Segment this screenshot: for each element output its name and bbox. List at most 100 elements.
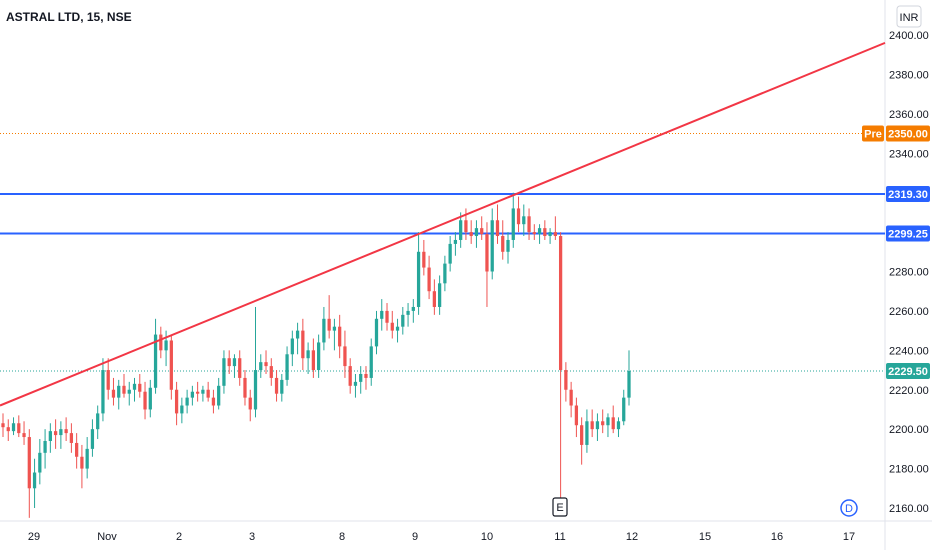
candle-body: [322, 318, 326, 343]
y-tick-label: 2280.00: [889, 267, 929, 279]
candle-body: [174, 389, 179, 414]
candle-body: [343, 346, 347, 367]
candle-body: [180, 405, 184, 414]
candle-body: [69, 433, 74, 443]
candle-body: [38, 452, 42, 473]
candle-body: [53, 431, 58, 436]
x-tick-label: Nov: [97, 531, 117, 543]
y-tick-label: 2340.00: [889, 148, 929, 160]
candle-body: [206, 389, 210, 398]
candle-body: [117, 385, 121, 398]
candle-body: [443, 263, 447, 284]
candle-body: [185, 397, 189, 406]
candle-body: [480, 228, 484, 235]
candle-body: [338, 326, 342, 347]
x-tick-label: 12: [626, 531, 638, 543]
candle-body: [522, 216, 526, 225]
candle-body: [332, 326, 337, 331]
candle-body: [574, 405, 579, 426]
candle-body: [385, 310, 389, 323]
candle-body: [353, 381, 358, 386]
candle-body: [132, 383, 137, 390]
x-tick-label: 8: [339, 531, 345, 543]
candle-body: [558, 236, 563, 371]
candle-body: [527, 216, 531, 233]
candle-body: [217, 385, 221, 406]
pre-badge-label: Pre: [864, 129, 882, 141]
candle-body: [348, 366, 352, 386]
candle-body: [122, 385, 126, 394]
y-tick-label: 2240.00: [889, 345, 929, 357]
earnings-marker[interactable]: E: [552, 497, 568, 517]
x-tick-label: 9: [412, 531, 418, 543]
price-tags: 2319.30 2299.25 2229.50 2350.00 Pre: [862, 125, 930, 380]
candle-body: [211, 397, 216, 406]
candle-body: [364, 373, 368, 378]
candle-body: [474, 228, 479, 237]
candle-body: [485, 234, 489, 272]
candle-body: [553, 232, 557, 237]
candle-body: [106, 370, 110, 390]
candle-body: [80, 456, 84, 469]
candle-body: [380, 310, 384, 319]
candle-body: [64, 429, 68, 434]
candle-body: [395, 326, 400, 331]
pre-badge-box: [862, 125, 884, 142]
candle-body: [401, 314, 405, 327]
y-tick-label: 2200.00: [889, 424, 929, 436]
candle-body: [190, 391, 195, 398]
candle-body: [564, 370, 568, 390]
currency-label: INR: [900, 12, 919, 24]
candle-body: [516, 208, 521, 225]
y-tick-label: 2220.00: [889, 385, 929, 397]
candle-body: [327, 318, 331, 331]
candle-body: [232, 358, 237, 367]
candle-body: [227, 358, 231, 367]
candle-body: [374, 318, 379, 347]
candle-body: [90, 429, 95, 449]
dividend-marker[interactable]: D: [840, 499, 858, 517]
y-tick-label: 2260.00: [889, 306, 929, 318]
candle-body: [511, 208, 515, 240]
candle-body: [359, 373, 363, 382]
currency-badge-box: [896, 5, 922, 28]
candle-body: [285, 354, 289, 380]
x-tick-label: 10: [481, 531, 493, 543]
candle-body: [437, 283, 442, 307]
price-tag-box: [886, 225, 930, 242]
candle-body: [453, 239, 458, 244]
candle-body: [464, 220, 468, 233]
candle-body: [532, 232, 536, 235]
candle-body: [495, 220, 500, 237]
x-tick-label: 15: [699, 531, 711, 543]
candle-body: [111, 389, 116, 398]
candle-body: [164, 340, 168, 351]
trendline[interactable]: [0, 41, 886, 407]
candle-body: [569, 389, 573, 406]
candle-body: [280, 379, 284, 394]
candle-body: [274, 377, 279, 394]
candle-body: [601, 421, 605, 426]
candle-body: [75, 442, 79, 457]
candle-body: [543, 228, 547, 237]
y-tick-label: 2160.00: [889, 503, 929, 515]
candle-body: [622, 397, 626, 422]
candle-body: [22, 433, 26, 438]
x-tick-label: 17: [843, 531, 855, 543]
candle-body: [269, 366, 273, 378]
candle-body: [169, 340, 173, 390]
currency-badge[interactable]: INR: [896, 5, 922, 28]
candle-body: [148, 387, 152, 410]
candle-body: [616, 421, 621, 430]
candle-body: [196, 391, 200, 394]
candle-body: [301, 330, 305, 359]
candle-body: [101, 370, 105, 414]
x-tick-label: 2: [176, 531, 182, 543]
candle-body: [422, 251, 426, 268]
x-tick-label: 16: [771, 531, 783, 543]
candle-body: [406, 310, 410, 315]
candle-body: [11, 423, 16, 432]
candle-body: [427, 267, 431, 292]
